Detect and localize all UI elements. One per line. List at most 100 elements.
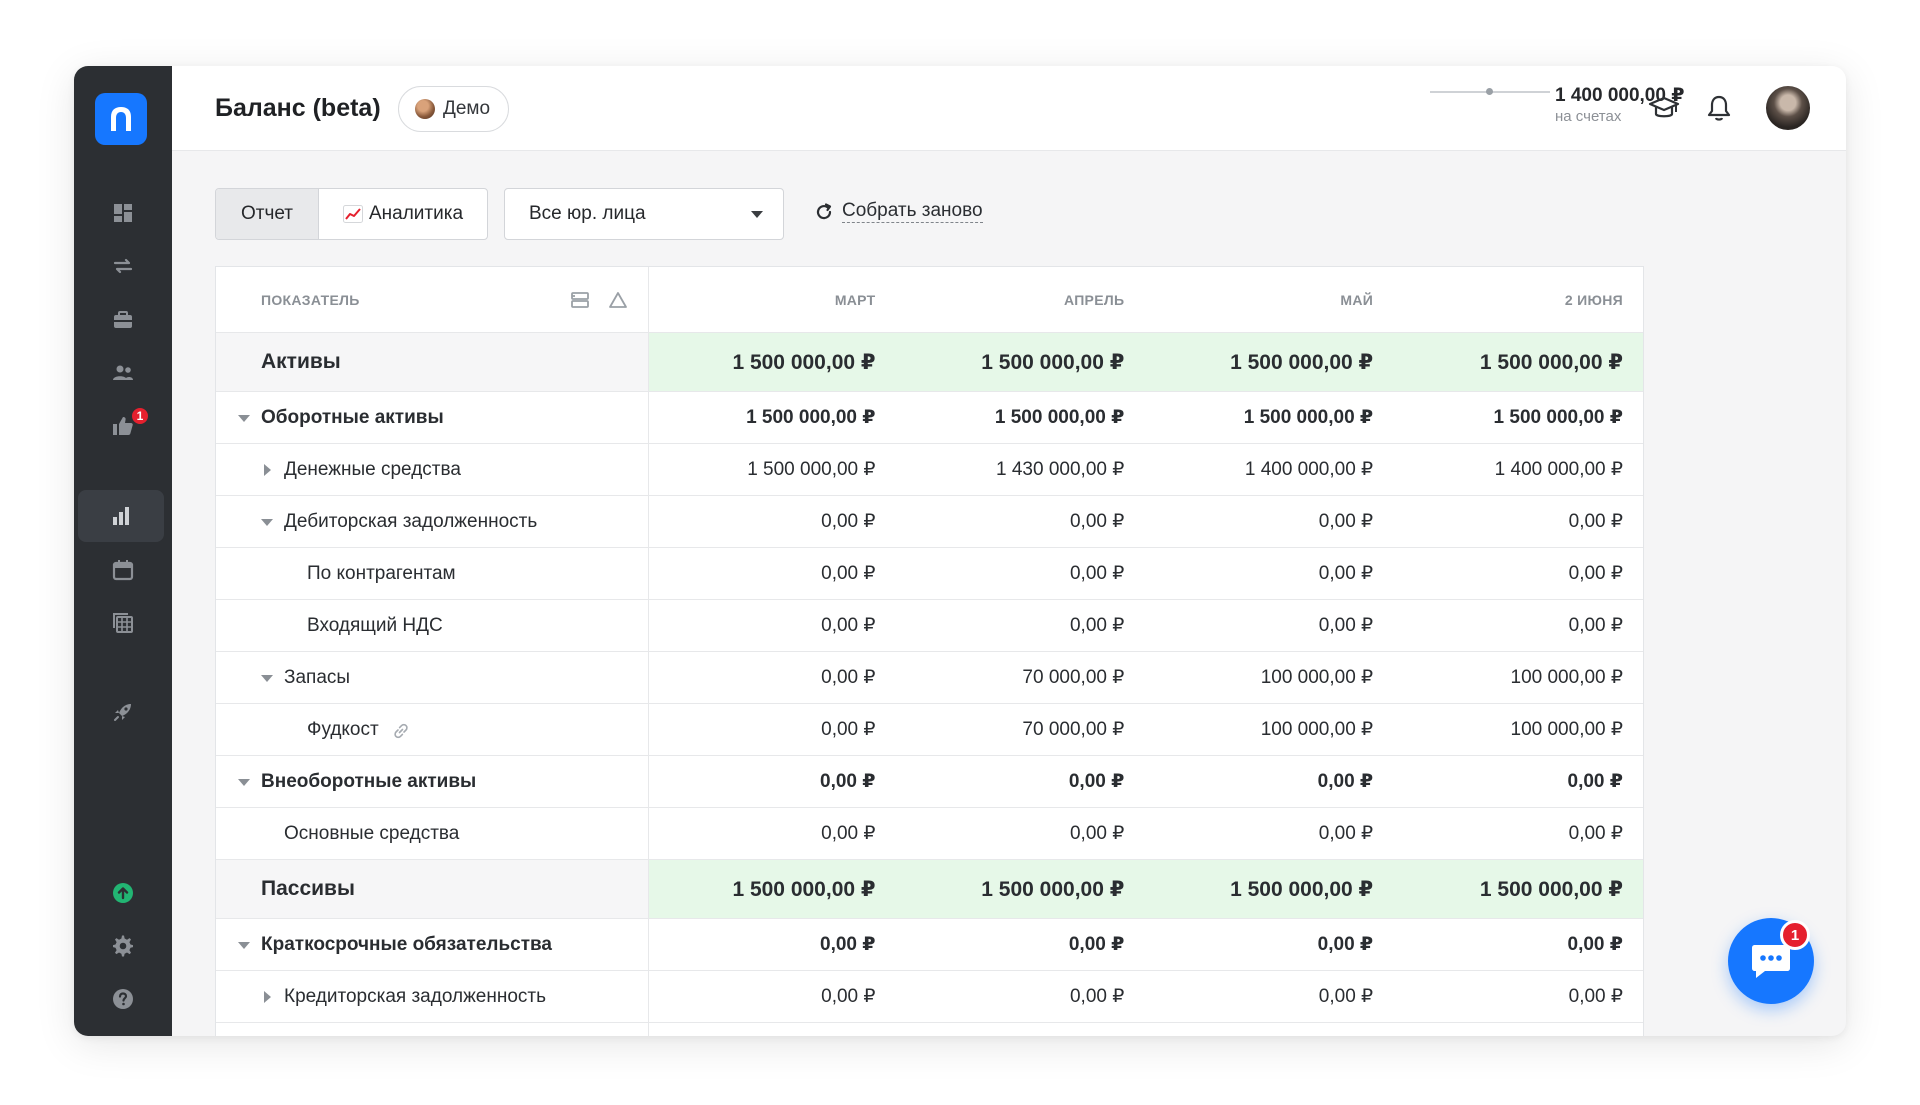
table-row-short-term-liabilities[interactable]: Краткосрочные обязательства 0,00 ₽ 0,00 … [216,919,1643,971]
users-icon [113,365,133,380]
table-cell: 0,00 ₽ [821,563,876,584]
legal-entity-select-value: Все юр. лица [529,203,646,224]
link-icon[interactable] [392,722,410,740]
table-cell: 1 400 000,00 ₽ [1244,459,1374,480]
collapse-caret-icon[interactable] [238,414,250,422]
chart-emoji-icon [342,205,363,223]
balance-amount[interactable]: 1 400 000,00 ₽ [1555,85,1685,106]
table-cell: 0,00 ₽ [821,511,876,532]
tab-analytics[interactable]: Аналитика [319,189,487,239]
table-cell: 0,00 ₽ [1567,771,1623,792]
upload-icon [113,883,133,903]
table-cell: 1 500 000,00 ₽ [1493,407,1623,428]
table-row-cash[interactable]: Денежные средства 1 500 000,00 ₽ 1 430 0… [216,444,1643,496]
sidebar-item-dashboard[interactable] [74,187,172,239]
collapse-caret-icon[interactable] [238,941,250,949]
balance-table: ПОКАЗАТЕЛЬ МАРТ АПРЕЛЬ МАЙ 2 ИЮНЯ Активы… [215,266,1644,1036]
sidebar-item-calendar[interactable] [74,544,172,596]
row-label-cell: Активы [216,333,649,391]
column-header-june-2[interactable]: 2 ИЮНЯ [1564,291,1623,308]
table-cell: 0,00 ₽ [1069,563,1125,584]
sidebar-item-upgrade[interactable] [74,867,172,919]
row-label-cell: Краткосрочные обязательства [216,919,649,970]
notifications-button[interactable] [1700,89,1738,127]
row-label: Пассивы [261,877,355,900]
table-row-liabilities-total[interactable]: Пассивы 1 500 000,00 ₽ 1 500 000,00 ₽ 1 … [216,860,1643,919]
dashboard-icon [114,204,132,222]
rebuild-label: Собрать заново [842,200,983,223]
view-switcher: Отчет Аналитика [215,188,488,240]
sidebar-item-settings[interactable] [74,920,172,972]
demo-avatar-icon [415,99,435,119]
row-label: Дебиторская задолженность [284,510,538,532]
sidebar-item-onboarding[interactable] [74,686,172,738]
help-icon [113,989,133,1009]
row-label-cell: Фудкост [216,704,649,755]
sidebar-item-tables[interactable] [74,597,172,649]
row-label-cell: Денежные средства [216,444,649,495]
table-cell: 1 500 000,00 ₽ [897,333,1147,391]
tab-report[interactable]: Отчет [216,189,319,239]
table-cell: 1 430 000,00 ₽ [996,459,1125,480]
row-label: Входящий НДС [307,614,443,636]
table-cell: 1 500 000,00 ₽ [1146,333,1396,391]
row-label-cell: Кредиторская задолженность [216,971,649,1022]
table-row-input-vat[interactable]: Входящий НДС 0,00 ₽ 0,00 ₽ 0,00 ₽ 0,00 ₽ [216,600,1643,652]
legal-entity-select[interactable]: Все юр. лица [504,188,784,240]
sidebar-item-projects[interactable] [74,294,172,346]
demo-button[interactable]: Демо [398,86,510,132]
table-row-noncurrent-assets[interactable]: Внеоборотные активы 0,00 ₽ 0,00 ₽ 0,00 ₽… [216,756,1643,808]
balance-caption: на счетах [1555,108,1622,125]
table-cell: 1 500 000,00 ₽ [1395,333,1643,391]
column-header-indicator: ПОКАЗАТЕЛЬ [216,267,649,332]
table-cell: 0,00 ₽ [1318,615,1374,636]
top-header: Баланс (beta) Демо 1 400 000,00 ₽ на сче… [172,66,1846,151]
app-logo[interactable] [95,93,147,145]
likes-badge: 1 [130,406,150,426]
table-cell: 1 500 000,00 ₽ [746,407,876,428]
row-label-cell: Основные средства [216,808,649,859]
table-row-by-counterparties[interactable]: По контрагентам 0,00 ₽ 0,00 ₽ 0,00 ₽ 0,0… [216,548,1643,600]
collapse-caret-icon[interactable] [238,778,250,786]
collapse-rows-icon[interactable] [570,290,590,310]
user-avatar[interactable] [1766,86,1810,130]
column-header-march[interactable]: МАРТ [834,291,876,308]
table-row-current-assets[interactable]: Оборотные активы 1 500 000,00 ₽ 1 500 00… [216,392,1643,444]
sidebar-item-approvals[interactable] [74,400,172,452]
column-header-april[interactable]: АПРЕЛЬ [1063,291,1125,308]
logo-icon [111,107,131,131]
row-label-cell: Входящий НДС [216,600,649,651]
warning-triangle-icon[interactable] [608,291,628,309]
row-label: Фудкост [307,718,379,740]
balance-slider-handle [1486,88,1493,95]
table-row-inventory[interactable]: Запасы 0,00 ₽ 70 000,00 ₽ 100 000,00 ₽ 1… [216,652,1643,704]
rebuild-button[interactable]: Собрать заново [814,200,983,223]
column-header-may[interactable]: МАЙ [1340,291,1374,308]
table-cell: 0,00 ₽ [821,823,876,844]
row-label: Кредиторская задолженность [284,985,547,1007]
expand-caret-icon[interactable] [264,463,271,476]
table-row-payables[interactable]: Кредиторская задолженность 0,00 ₽ 0,00 ₽… [216,971,1643,1023]
collapse-caret-icon[interactable] [261,674,273,682]
table-cell: 0,00 ₽ [1318,823,1374,844]
chat-bubble-icon [1752,945,1790,978]
table-row-foodcost[interactable]: Фудкост 0,00 ₽ 70 000,00 ₽ 100 000,00 ₽ … [216,704,1643,756]
sidebar-item-reports[interactable] [78,490,164,542]
collapse-caret-icon[interactable] [261,518,273,526]
row-label-cell: Запасы [216,652,649,703]
table-row-fixed-assets[interactable]: Основные средства 0,00 ₽ 0,00 ₽ 0,00 ₽ 0… [216,808,1643,860]
table-row-assets-total[interactable]: Активы 1 500 000,00 ₽ 1 500 000,00 ₽ 1 5… [216,333,1643,392]
sidebar-item-counterparties[interactable] [74,347,172,399]
table-cell: 0,00 ₽ [1568,823,1623,844]
table-row-receivables[interactable]: Дебиторская задолженность 0,00 ₽ 0,00 ₽ … [216,496,1643,548]
row-label-cell: По контрагентам [216,548,649,599]
table-header-row: ПОКАЗАТЕЛЬ МАРТ АПРЕЛЬ МАЙ 2 ИЮНЯ [216,267,1643,333]
sidebar-item-transfers[interactable] [74,240,172,292]
transfer-icon [113,258,133,274]
row-label: Оборотные активы [261,406,444,428]
expand-caret-icon[interactable] [264,990,271,1003]
sidebar-item-help[interactable] [74,973,172,1025]
row-label-cell: Оборотные активы [216,392,649,443]
education-button[interactable] [1645,89,1683,127]
table-cell: 1 400 000,00 ₽ [1494,459,1623,480]
